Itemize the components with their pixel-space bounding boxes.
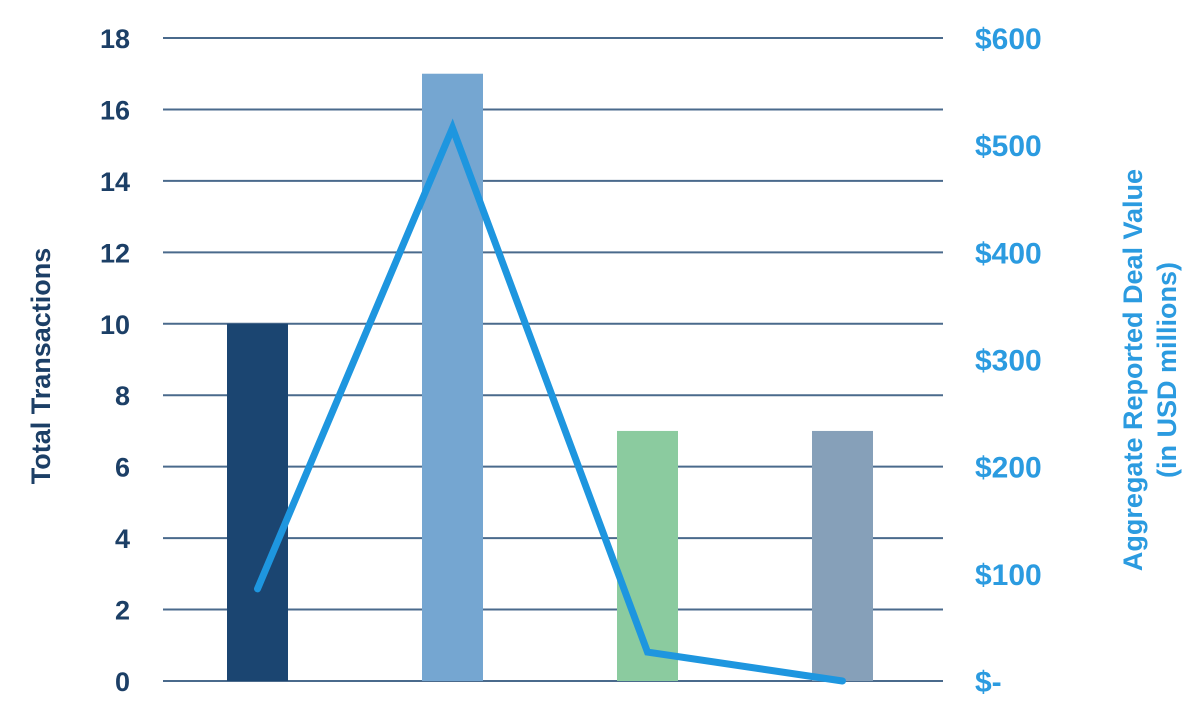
left-tick-label: 14 bbox=[100, 167, 130, 197]
left-tick-label: 8 bbox=[115, 381, 130, 411]
right-axis-ticks: $- $100 $200 $300 $400 $500 $600 bbox=[975, 23, 1042, 699]
right-tick-label: $300 bbox=[975, 345, 1042, 378]
bar-1 bbox=[227, 324, 288, 681]
right-tick-label: $400 bbox=[975, 237, 1042, 270]
line-series bbox=[257, 128, 842, 681]
left-tick-label: 18 bbox=[100, 24, 130, 54]
left-tick-label: 6 bbox=[115, 453, 130, 483]
deal-value-line bbox=[258, 128, 843, 681]
left-tick-label: 10 bbox=[100, 310, 130, 340]
left-axis-ticks: 0 2 4 6 8 10 12 14 16 18 bbox=[100, 24, 130, 697]
right-tick-label: $200 bbox=[975, 452, 1042, 485]
bar-4 bbox=[812, 431, 873, 681]
left-axis-title: Total Transactions bbox=[26, 248, 56, 485]
right-tick-label: $- bbox=[975, 666, 1002, 699]
right-axis-title-line1: Aggregate Reported Deal Value bbox=[1118, 169, 1148, 571]
left-tick-label: 16 bbox=[100, 95, 130, 125]
left-tick-label: 0 bbox=[115, 667, 130, 697]
bar-2 bbox=[422, 74, 483, 681]
left-tick-label: 12 bbox=[100, 238, 130, 268]
right-tick-label: $600 bbox=[975, 23, 1042, 56]
right-tick-label: $500 bbox=[975, 130, 1042, 163]
left-tick-label: 2 bbox=[115, 596, 130, 626]
right-axis-title-line2: (in USD millions) bbox=[1152, 262, 1182, 478]
right-tick-label: $100 bbox=[975, 559, 1042, 592]
bars bbox=[227, 74, 873, 681]
left-tick-label: 4 bbox=[115, 524, 130, 554]
